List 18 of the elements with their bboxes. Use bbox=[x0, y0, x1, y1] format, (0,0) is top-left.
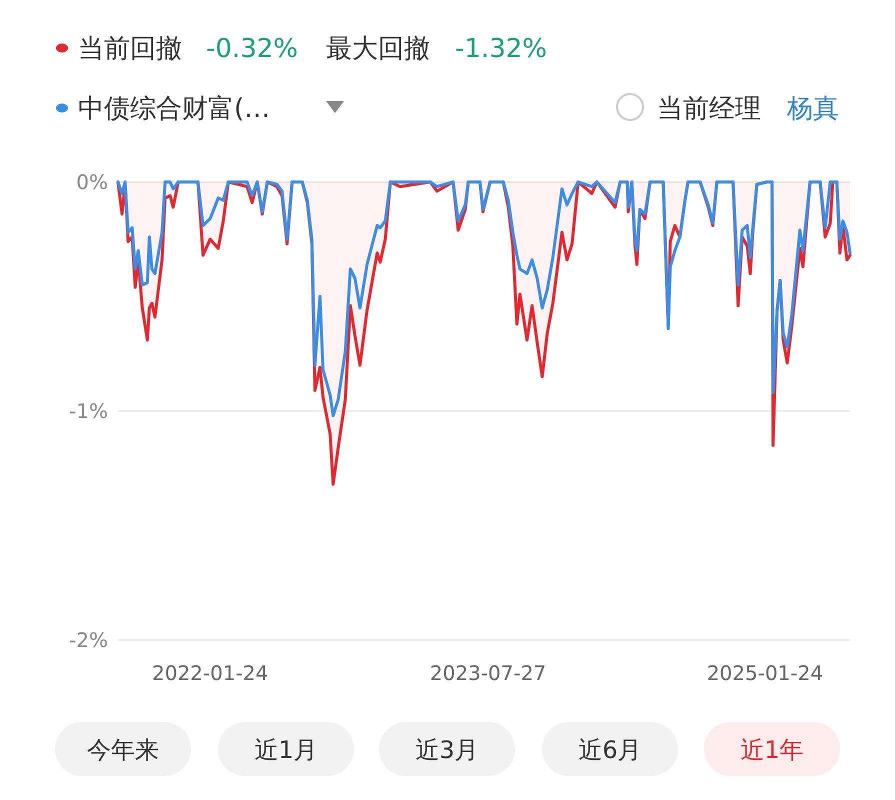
y-tick-label: 0% bbox=[76, 170, 108, 194]
y-tick-label: -1% bbox=[69, 399, 108, 423]
annotation: 杨真 bbox=[787, 94, 839, 124]
y-tick-label: -2% bbox=[69, 628, 108, 652]
button-label: 近1年 bbox=[740, 736, 804, 764]
button-label: 近6月 bbox=[578, 736, 642, 764]
annotation: 最大回撤 bbox=[326, 34, 430, 64]
x-tick-label: 2023-07-27 bbox=[430, 661, 546, 685]
x-tick-label: 2022-01-24 bbox=[152, 661, 268, 685]
button-label: 今年来 bbox=[87, 736, 159, 764]
annotation: -0.32% bbox=[206, 34, 298, 64]
legend-label: 当前回撤 bbox=[78, 34, 182, 64]
x-tick-label: 2025-01-24 bbox=[706, 661, 824, 685]
legend-label: 中债综合财富(… bbox=[78, 94, 270, 124]
annotation: 当前经理 bbox=[657, 94, 761, 124]
button-label: 近1月 bbox=[254, 736, 318, 764]
button-label: 近3月 bbox=[415, 736, 479, 764]
annotation: -1.32% bbox=[455, 34, 547, 64]
